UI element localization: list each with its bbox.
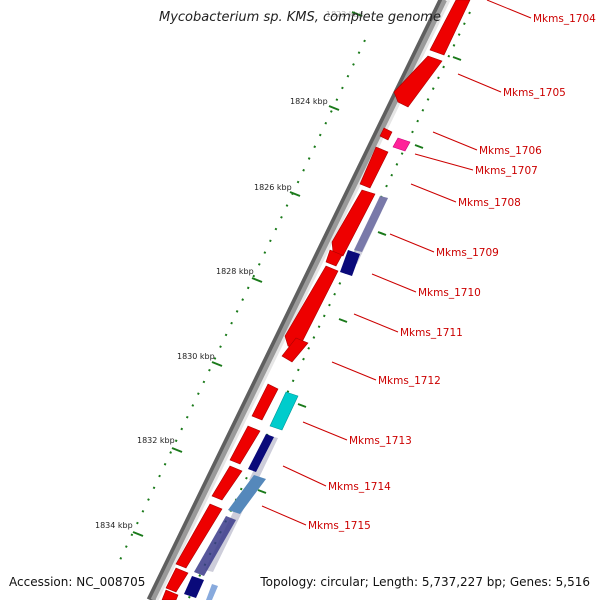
gene-label-mkms-1706: Mkms_1706 — [479, 145, 542, 157]
gene-mkms-1707[interactable] — [359, 146, 389, 189]
tick-1822: 1822 kbp — [326, 10, 364, 19]
gene-mkms-extra-2[interactable] — [161, 589, 179, 600]
gene-mkms-1706-cds[interactable] — [379, 127, 393, 141]
gene-mkms-1713[interactable] — [269, 391, 299, 431]
tick-1828: 1828 kbp — [216, 267, 263, 283]
gene-label-mkms-1710: Mkms_1710 — [418, 287, 481, 299]
gene-cyan-extra[interactable] — [206, 584, 218, 600]
gene-shadows — [205, 196, 388, 572]
inner-ticks — [257, 56, 462, 494]
gene-label-mkms-1711: Mkms_1711 — [400, 327, 463, 339]
gene-label-mkms-1708: Mkms_1708 — [458, 197, 521, 209]
gene-mkms-1712[interactable] — [251, 383, 279, 421]
tick-label: 1822 kbp — [326, 10, 364, 19]
gene-label-mkms-1715: Mkms_1715 — [308, 520, 371, 532]
gene-label-mkms-1704: Mkms_1704 — [533, 13, 596, 25]
gene-label-mkms-1709: Mkms_1709 — [436, 247, 499, 259]
tick-1826: 1826 kbp — [254, 183, 301, 197]
tick-label: 1834 kbp — [95, 521, 133, 530]
gene-mkms-1709-cds[interactable] — [325, 249, 343, 267]
tick-label: 1828 kbp — [216, 267, 254, 276]
gene-label-mkms-1714: Mkms_1714 — [328, 481, 391, 493]
gene-mkms-1714-cds[interactable] — [211, 465, 243, 501]
backbone-shadow — [146, 0, 446, 600]
accession-label: Accession: NC_008705 — [9, 575, 146, 589]
gene-mkms-1704[interactable] — [429, 0, 471, 56]
backbone — [150, 0, 448, 600]
gene-mkms-1714[interactable] — [248, 434, 274, 472]
dotted-guide-inner — [187, 11, 471, 600]
gene-label-mkms-1712: Mkms_1712 — [378, 375, 441, 387]
gene-label-mkms-1713: Mkms_1713 — [349, 435, 412, 447]
cds-track — [161, 0, 471, 600]
gene-mkms-1711[interactable] — [281, 337, 309, 363]
gene-mkms-1709[interactable] — [354, 196, 388, 252]
tick-label: 1826 kbp — [254, 183, 292, 192]
gene-mkms-1715-b[interactable] — [194, 516, 236, 576]
tick-label: 1832 kbp — [137, 436, 175, 445]
tick-1832: 1832 kbp — [137, 436, 183, 453]
tick-label: 1830 kbp — [177, 352, 215, 361]
tick-1834: 1834 kbp — [95, 521, 144, 537]
gene-mkms-1710-block[interactable] — [340, 250, 360, 276]
tick-1824: 1824 kbp — [290, 97, 340, 111]
tick-1830: 1830 kbp — [177, 352, 223, 367]
dotted-guide-outer — [119, 39, 366, 561]
gene-mkms-extra-1[interactable] — [165, 567, 189, 593]
gene-mkms-1705[interactable] — [393, 55, 443, 108]
gene-mkms-1706[interactable] — [392, 137, 411, 152]
gene-mkms-1715-cds[interactable] — [175, 503, 223, 569]
gene-mkms-1713-cds[interactable] — [229, 425, 261, 465]
topology-label: Topology: circular; Length: 5,737,227 bp… — [260, 575, 590, 589]
gene-label-mkms-1705: Mkms_1705 — [503, 87, 566, 99]
map-title: Mycobacterium sp. KMS, complete genome — [159, 10, 441, 25]
gene-mkms-1716-block[interactable] — [184, 576, 204, 598]
gene-mkms-1715[interactable] — [228, 475, 266, 514]
tick-label: 1824 kbp — [290, 97, 328, 106]
gene-label-mkms-1707: Mkms_1707 — [475, 165, 538, 177]
leader-lines — [261, 0, 532, 526]
